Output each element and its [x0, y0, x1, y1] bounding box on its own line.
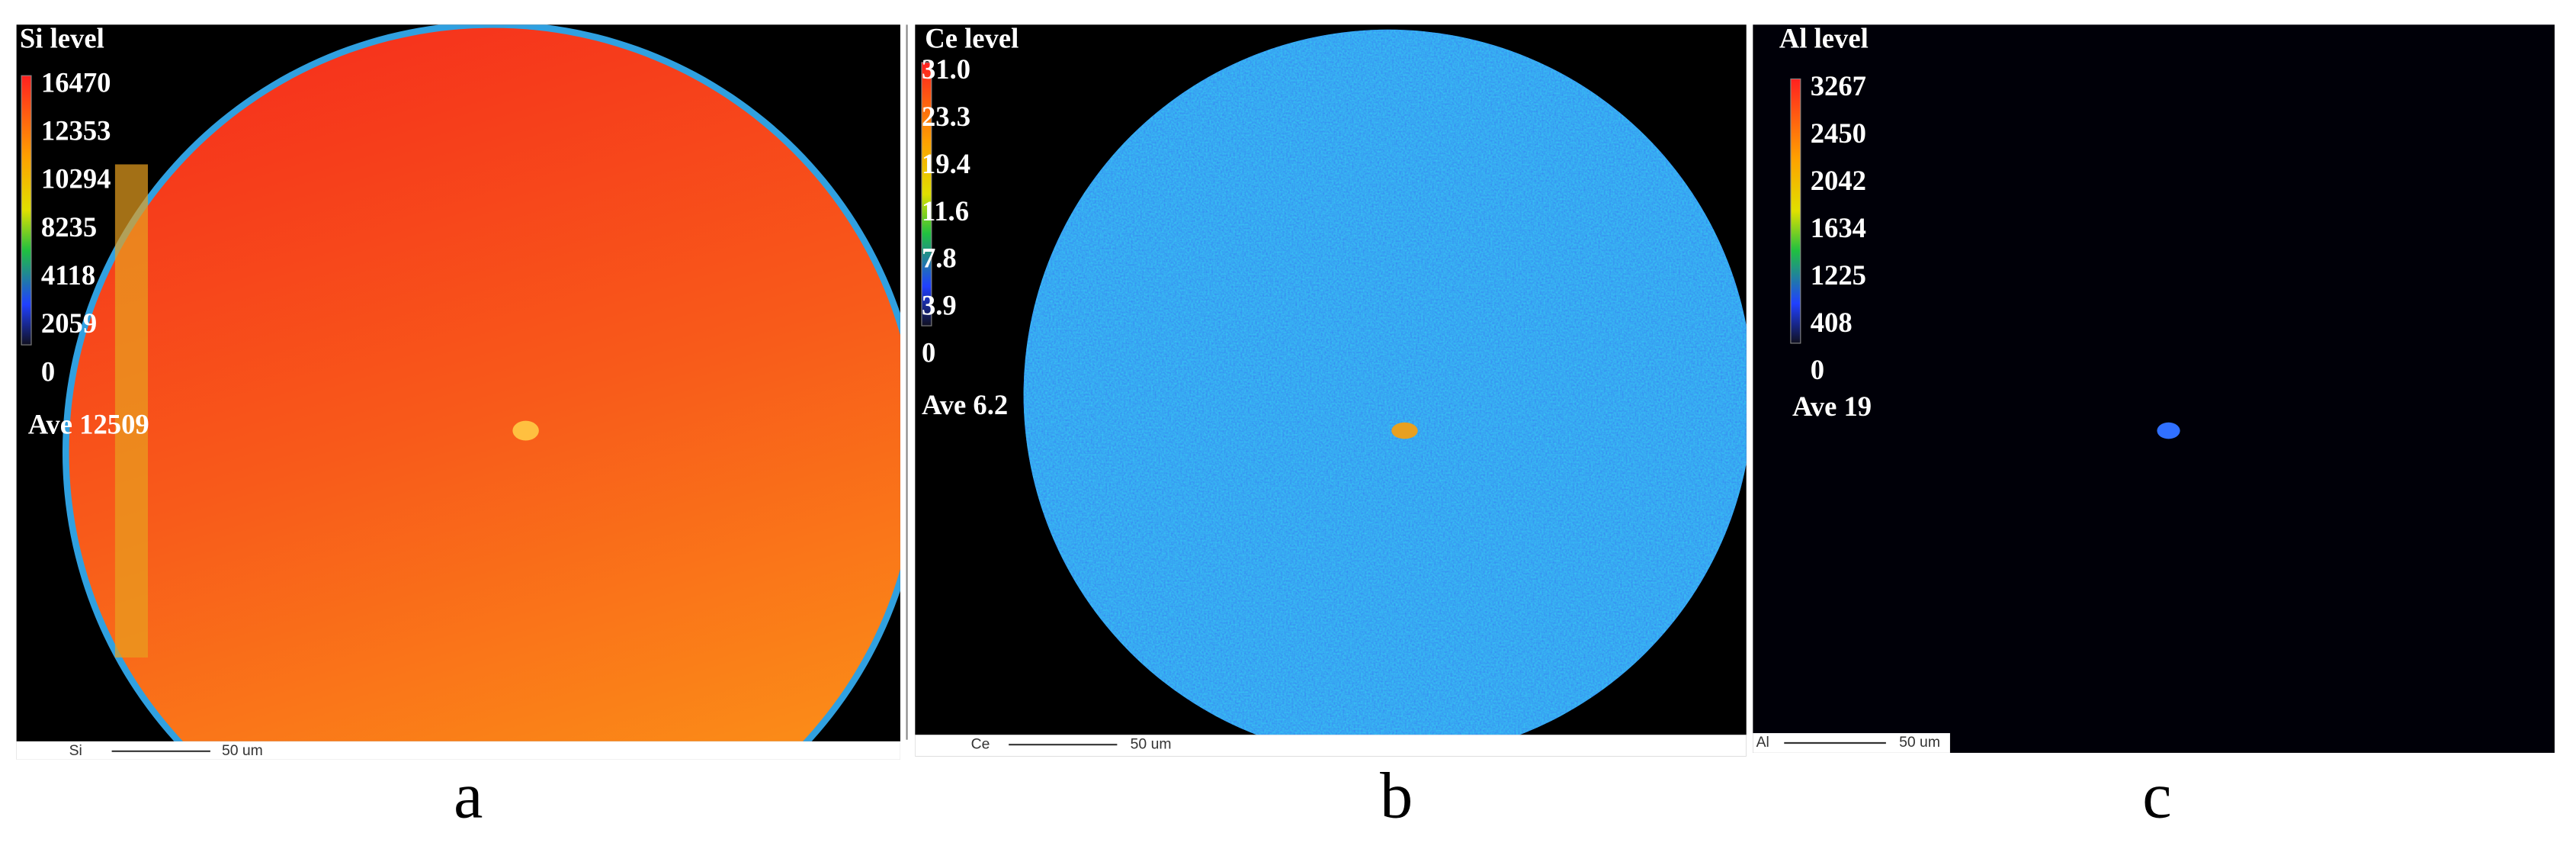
scalebar-length: 50 um — [1131, 735, 1172, 752]
scalebar-strip — [16, 741, 900, 760]
panel-label: c — [2142, 758, 2171, 831]
scale-label: 2042 — [1811, 165, 1866, 196]
scale-label: 8235 — [41, 211, 97, 243]
average: Ave 12509 — [28, 409, 149, 440]
level-title: Ce level — [925, 22, 1019, 53]
scale-label: 3.9 — [922, 289, 957, 320]
scale-label: 23.3 — [922, 101, 970, 132]
color-bar — [1790, 78, 1801, 344]
level-title: Al level — [1779, 22, 1869, 53]
scalebar-length: 50 um — [222, 742, 263, 759]
scale-label: 1634 — [1811, 212, 1866, 243]
scale-label: 11.6 — [922, 195, 969, 227]
average: Ave 19 — [1792, 391, 1872, 422]
scale-label: 0 — [41, 355, 55, 387]
scale-label: 408 — [1811, 307, 1853, 338]
scale-label: 19.4 — [922, 148, 970, 179]
scale-label: 2450 — [1811, 117, 1866, 149]
color-bar — [921, 62, 932, 326]
scale-label: 10294 — [41, 163, 111, 195]
scalebar-element: Si — [69, 742, 82, 759]
map-c — [1753, 24, 2555, 753]
scale-label: 0 — [922, 336, 935, 368]
scale-label: 7.8 — [922, 243, 957, 274]
scale-label: 31.0 — [922, 53, 970, 85]
scale-label: 12353 — [41, 115, 111, 146]
scale-label: 2059 — [41, 307, 97, 339]
level-title: Si level — [20, 22, 104, 53]
scale-label: 1225 — [1811, 259, 1866, 291]
scale-label: 0 — [1811, 354, 1824, 385]
ce-map — [1023, 29, 1747, 735]
scalebar-length: 50 um — [1899, 734, 1940, 751]
panel-label: a — [454, 758, 483, 831]
scale-label: 3267 — [1811, 70, 1866, 101]
si-map — [63, 24, 900, 741]
color-bar — [21, 75, 32, 346]
average: Ave 6.2 — [922, 389, 1008, 420]
panel-label: b — [1380, 758, 1413, 831]
al-spot — [2157, 422, 2180, 439]
scalebar-element: Ce — [971, 735, 990, 752]
scalebar-element: Al — [1756, 734, 1769, 751]
scale-label: 4118 — [41, 259, 95, 291]
scale-label: 16470 — [41, 66, 111, 98]
